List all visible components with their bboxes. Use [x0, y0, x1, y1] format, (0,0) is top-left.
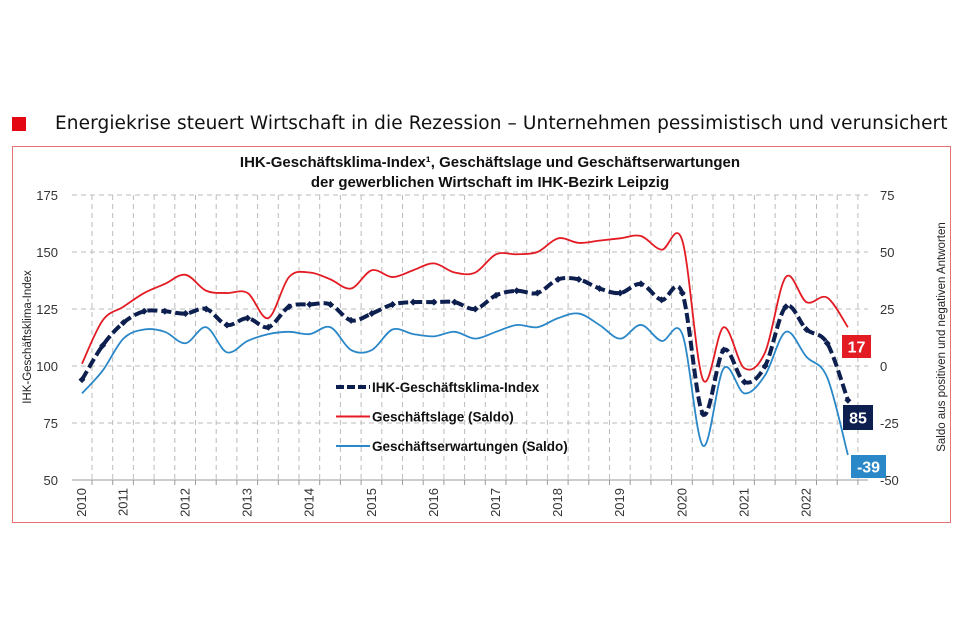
chart-title-line2: der gewerblichen Wirtschaft im IHK-Bezir…: [311, 174, 669, 191]
y-tick-left: 125: [36, 302, 58, 317]
data-point-marker: [306, 300, 314, 308]
y-axis-left-label: IHK-Geschäftsklima-Index: [22, 270, 34, 404]
x-tick-label: 2010: [74, 488, 89, 517]
bullet-square-icon: [12, 116, 26, 131]
y-tick-left: 50: [44, 473, 58, 488]
x-tick-label: 2022: [799, 488, 814, 517]
data-point-marker: [140, 307, 148, 315]
data-point-marker: [699, 410, 707, 418]
data-point-marker: [844, 396, 852, 404]
y-tick-right: -25: [880, 416, 899, 431]
series-line-lage: [81, 232, 849, 383]
data-point-marker: [389, 300, 396, 308]
legend-label: Geschäftslage (Saldo): [372, 410, 514, 425]
chart-frame: [12, 146, 951, 523]
y-tick-left: 175: [36, 188, 58, 203]
data-point-marker: [513, 287, 521, 295]
headline: Energiekrise steuert Wirtschaft in die R…: [12, 113, 948, 134]
data-point-marker: [202, 305, 210, 313]
data-point-marker: [78, 376, 86, 384]
end-labels: 85 17 -39: [842, 335, 886, 478]
legend-label: IHK-Geschäftsklima-Index: [372, 380, 540, 395]
data-point-marker: [740, 378, 748, 386]
x-tick-label: 2017: [488, 488, 503, 517]
x-tick-label: 2018: [550, 488, 565, 517]
y-tick-right: 25: [880, 302, 894, 317]
data-point-marker: [451, 298, 459, 306]
x-tick-label: 2014: [302, 488, 317, 517]
x-tick-label: 2021: [736, 488, 751, 517]
y-tick-left: 75: [44, 416, 58, 431]
data-point-marker: [533, 289, 541, 297]
series-line-erwartungen: [81, 312, 849, 456]
y-tick-left: 100: [36, 359, 58, 374]
data-point-marker: [637, 280, 645, 288]
y-axis-right-label: Saldo aus positiven und negativen Antwor…: [936, 222, 948, 452]
x-tick-label: 2012: [178, 488, 193, 517]
end-label-box: [843, 405, 873, 430]
data-point-marker: [119, 319, 127, 327]
y-tick-right: 75: [880, 188, 894, 203]
x-tick-label: 2011: [115, 488, 130, 516]
end-label-value: 17: [848, 340, 866, 357]
legend: IHK-Geschäftsklima-Index Geschäftslage (S…: [336, 380, 568, 454]
series-lines: [78, 232, 852, 456]
end-label-box: [851, 455, 886, 478]
data-point-marker: [803, 326, 810, 334]
data-point-marker: [264, 323, 272, 331]
x-tick-label: 2020: [674, 488, 689, 517]
data-point-marker: [409, 298, 417, 306]
data-point-marker: [326, 300, 334, 308]
data-point-marker: [658, 296, 666, 304]
x-tick-label: 2016: [426, 488, 441, 517]
headline-text: Energiekrise steuert Wirtschaft in die R…: [55, 113, 948, 134]
data-point-marker: [161, 307, 169, 315]
data-point-marker: [471, 305, 479, 313]
y-tick-left: 150: [36, 245, 58, 260]
data-point-marker: [99, 341, 107, 349]
x-tick-label: 2019: [612, 488, 627, 517]
x-tick-label: 2015: [364, 488, 379, 517]
x-tick-label: 2013: [240, 488, 255, 517]
data-point-marker: [823, 339, 831, 347]
data-point-marker: [761, 362, 769, 370]
data-point-marker: [678, 289, 686, 297]
data-point-marker: [492, 291, 500, 299]
data-point-marker: [554, 275, 562, 283]
y-tick-right: 0: [880, 359, 887, 374]
end-label-value: -39: [857, 460, 880, 477]
data-point-marker: [616, 289, 624, 297]
data-point-marker: [368, 310, 376, 318]
data-point-marker: [182, 310, 189, 318]
data-point-marker: [575, 275, 583, 283]
data-point-marker: [596, 284, 603, 292]
data-point-marker: [782, 303, 790, 311]
data-point-marker: [223, 321, 231, 329]
end-label-box: [842, 335, 871, 358]
data-point-marker: [720, 346, 728, 354]
legend-label: Geschäftserwartungen (Saldo): [372, 439, 568, 454]
chart-title-line1: IHK-Geschäftsklima-Index¹, Geschäftslage…: [240, 154, 740, 171]
data-point-marker: [244, 314, 252, 322]
data-point-marker: [285, 303, 293, 311]
y-tick-right: 50: [880, 245, 894, 260]
end-label-value: 85: [849, 411, 867, 428]
data-point-marker: [347, 316, 355, 324]
data-point-marker: [430, 298, 438, 306]
